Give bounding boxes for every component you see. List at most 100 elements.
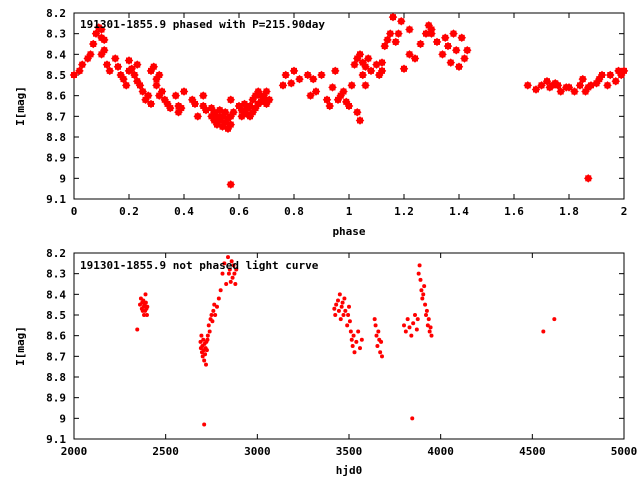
data-point-star-arm	[102, 60, 112, 69]
x-tick-label: 0	[71, 205, 78, 218]
x-tick-label: 0.6	[229, 205, 249, 218]
data-point	[422, 284, 427, 289]
data-point	[405, 317, 410, 322]
data-point	[227, 267, 232, 272]
data-point-star-arm	[146, 99, 156, 109]
data-point	[358, 346, 362, 351]
data-point	[341, 313, 346, 317]
data-point	[373, 323, 378, 328]
data-point	[414, 327, 419, 332]
x-tick-label: 1.2	[394, 205, 414, 218]
x-tick-label: 0.4	[174, 205, 194, 218]
x-tick-label: 1.6	[504, 205, 524, 218]
data-point-star-arm	[149, 62, 158, 71]
data-point-star-arm	[221, 107, 230, 117]
data-point	[350, 344, 355, 348]
data-point	[417, 263, 422, 268]
y-tick-label: 8.7	[46, 110, 66, 123]
data-point	[376, 329, 381, 334]
data-point-star-arm	[377, 66, 387, 76]
data-point-star-arm	[226, 95, 235, 105]
data-point	[226, 255, 230, 260]
data-point-star-arm	[78, 60, 87, 69]
data-point	[418, 277, 423, 282]
data-point	[359, 337, 364, 342]
data-point	[205, 333, 210, 338]
data-point	[209, 313, 214, 317]
y-tick-label: 9	[59, 412, 66, 425]
data-point	[222, 261, 227, 266]
data-point	[428, 325, 433, 330]
data-point-star-arm	[443, 41, 453, 51]
data-point-star-arm	[399, 64, 409, 74]
x-tick-label: 4500	[519, 445, 546, 458]
x-tick-label: 2500	[152, 445, 179, 458]
data-point-star-arm	[358, 70, 367, 80]
data-point	[198, 339, 203, 344]
data-point-star-arm	[193, 112, 202, 121]
data-point	[413, 313, 417, 317]
x-tick-label: 0.2	[119, 205, 139, 218]
data-point	[419, 288, 424, 293]
data-point-star-arm	[449, 29, 458, 38]
data-point	[402, 323, 406, 328]
phased-light-curve-panel: 0 0.2 0.4 0.6 0.8 1 1.2 1.4 1.6 1.8 2 8.2 8.3 8.4 8.5…	[14, 7, 629, 238]
data-point	[212, 302, 217, 307]
x-tick-label: 1.4	[449, 205, 469, 218]
data-point	[342, 296, 347, 301]
data-point-star-arm	[152, 81, 161, 90]
data-point	[143, 292, 148, 297]
data-point-star-arm	[386, 29, 395, 38]
data-point-star-arm	[460, 54, 469, 63]
data-point	[411, 321, 416, 326]
data-point-star-arm	[405, 25, 414, 34]
data-point-star-arm	[177, 103, 186, 113]
data-point-star-arm	[463, 45, 472, 55]
y-tick-label: 9.1	[46, 193, 66, 206]
phased-x-ticks: 0 0.2 0.4 0.6 0.8 1 1.2 1.4 1.6 1.8 2	[71, 13, 628, 218]
data-point-star-arm	[339, 87, 348, 96]
data-point	[216, 296, 221, 301]
y-tick-label: 8.7	[46, 350, 66, 363]
data-point	[233, 282, 238, 286]
data-point	[339, 304, 344, 309]
data-point-star-arm	[457, 33, 466, 43]
data-point-star-arm	[111, 54, 120, 63]
y-tick-label: 8.4	[46, 48, 66, 61]
data-point-star-arm	[287, 79, 296, 88]
data-point-star-arm	[394, 29, 403, 38]
data-point-star-arm	[179, 87, 189, 96]
data-point	[426, 317, 431, 322]
data-point-star-arm	[377, 58, 387, 67]
data-point	[424, 313, 428, 317]
unphased-chart-title: 191301-1855.9 not phased light curve	[80, 259, 319, 272]
y-tick-label: 8.9	[46, 152, 66, 165]
data-point-star-arm	[86, 50, 95, 59]
data-point	[218, 288, 223, 293]
data-point-star-arm	[295, 74, 304, 84]
data-point	[354, 339, 359, 344]
data-point-star-arm	[347, 81, 356, 90]
data-point	[210, 319, 215, 324]
x-tick-label: 2000	[61, 445, 88, 458]
data-point	[427, 329, 432, 334]
data-point	[340, 300, 345, 305]
data-point-star-arm	[226, 180, 235, 189]
data-point-star-arm	[190, 99, 200, 109]
y-tick-label: 8.8	[46, 371, 66, 384]
data-point	[228, 279, 233, 284]
data-point-star-arm	[119, 74, 128, 84]
data-point	[143, 300, 148, 305]
data-point-star-arm	[322, 95, 332, 105]
data-point-star-arm	[113, 62, 123, 71]
unphased-light-curve-panel: 2000 2500 3000 3500 4000 4500 5000 8.28.38.48.…	[14, 247, 637, 477]
data-point	[202, 358, 207, 363]
x-tick-label: 2	[621, 205, 628, 218]
data-point-star-arm	[278, 81, 288, 90]
data-point	[204, 362, 208, 367]
y-tick-label: 8.3	[46, 28, 66, 41]
data-point	[415, 317, 420, 322]
data-point-star-arm	[229, 107, 238, 117]
data-point	[409, 333, 414, 338]
